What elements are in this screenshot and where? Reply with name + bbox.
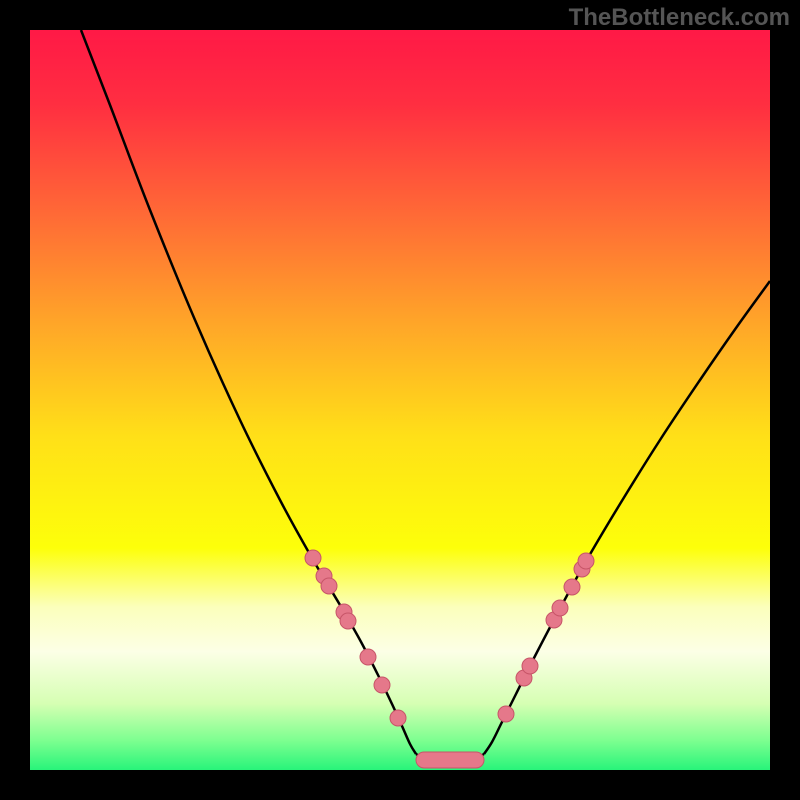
data-point-marker xyxy=(374,677,390,693)
data-point-marker xyxy=(522,658,538,674)
data-point-marker xyxy=(552,600,568,616)
bottleneck-chart: TheBottleneck.com xyxy=(0,0,800,800)
data-point-marker xyxy=(578,553,594,569)
data-point-marker xyxy=(498,706,514,722)
data-point-marker xyxy=(340,613,356,629)
data-point-marker xyxy=(305,550,321,566)
data-point-marker xyxy=(360,649,376,665)
data-point-marker xyxy=(321,578,337,594)
gradient-background xyxy=(30,30,770,770)
valley-floor-marker xyxy=(416,752,484,768)
data-point-marker xyxy=(564,579,580,595)
watermark-text: TheBottleneck.com xyxy=(569,4,790,31)
data-point-marker xyxy=(390,710,406,726)
